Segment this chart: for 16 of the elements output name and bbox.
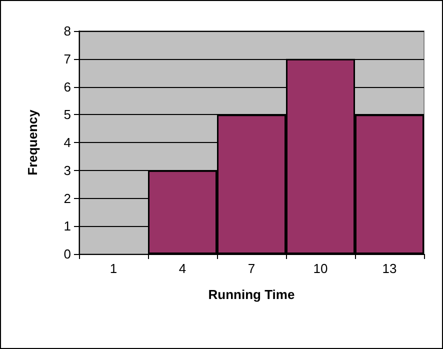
y-tick-label: 5: [64, 107, 71, 122]
x-tick-label: 13: [382, 261, 397, 276]
y-axis-title: Frequency: [25, 108, 40, 176]
x-tick-label: 1: [110, 261, 118, 276]
x-tick-label: 10: [313, 261, 328, 276]
y-tick-label: 7: [64, 51, 71, 66]
x-tick-label: 7: [248, 261, 256, 276]
y-tick-label: 4: [64, 135, 71, 150]
y-tick-label: 8: [64, 24, 71, 38]
x-tick-label: 4: [178, 261, 186, 276]
x-axis-title: Running Time: [208, 287, 295, 302]
y-tick-label: 1: [64, 218, 71, 234]
y-tick-label: 6: [64, 79, 71, 94]
y-tick-label: 0: [64, 246, 71, 262]
y-tick-label: 2: [64, 190, 71, 206]
y-tick-label: 3: [64, 162, 71, 178]
